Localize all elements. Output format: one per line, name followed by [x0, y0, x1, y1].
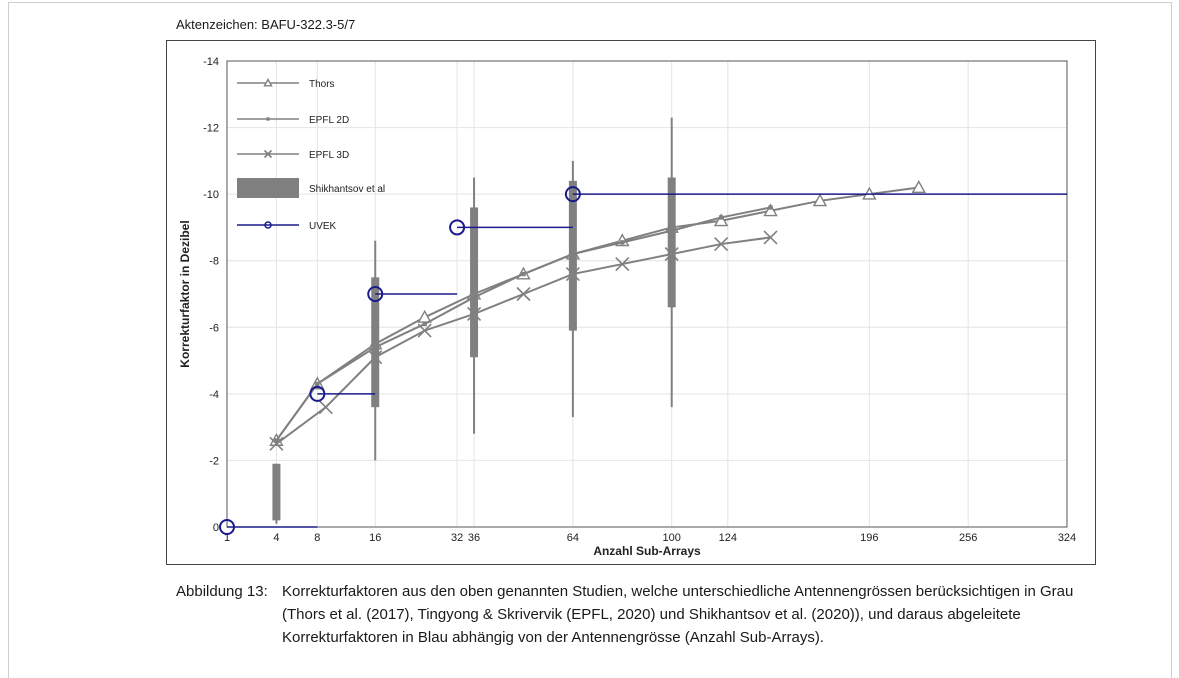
epfl-2d-line: [275, 206, 771, 442]
shikhantsov-et-al-box: [371, 277, 380, 408]
x-tick-label: 1: [224, 532, 230, 544]
epfl-2d-point: [718, 215, 724, 220]
epfl-3d-point: [763, 230, 778, 245]
x-tick-label: 256: [959, 532, 977, 544]
shikhantsov-et-al-box: [470, 207, 479, 358]
uvek-point: [367, 286, 384, 302]
shikhantsov-et-al-box: [272, 463, 281, 521]
epfl-3d-point: [318, 400, 333, 415]
epfl-2d-point: [422, 321, 427, 327]
thors-point: [763, 203, 778, 217]
y-tick-label: -8: [209, 256, 219, 268]
y-tick-label: -12: [203, 123, 219, 135]
x-tick-label: 124: [719, 532, 737, 544]
legend-label-thors: Thors: [309, 79, 335, 90]
uvek-point: [564, 186, 581, 203]
epfl-3d-point: [615, 256, 630, 272]
uvek-point: [309, 385, 326, 402]
epfl-3d-point: [714, 237, 729, 252]
epfl-2d-point: [620, 240, 625, 245]
correction-factor-chart: 0 -2 -4 -6 -8 -10 -12 -14 1 4 8 16 32 36 64 100 124 196 25…: [178, 56, 1076, 558]
epfl-3d-point: [516, 286, 531, 302]
epfl-2d-point: [768, 205, 773, 210]
y-tick-label: -2: [209, 455, 219, 467]
legend-label-epfl-3d: EPFL 3D: [309, 150, 349, 161]
x-tick-label: 324: [1058, 532, 1076, 544]
document-reference: Aktenzeichen: BAFU-322.3-5/7: [176, 17, 356, 32]
chart-container: 0 -2 -4 -6 -8 -10 -12 -14 1 4 8 16 32 36 64 100 124 196 25…: [166, 40, 1096, 565]
legend-swatch-shikhantsov-et-al: [237, 178, 299, 198]
thors-point: [911, 180, 926, 193]
x-tick-label: 32: [451, 532, 463, 544]
legend-label-epfl-2d: EPFL 2D: [309, 115, 349, 126]
thors-point: [417, 309, 432, 323]
x-tick-label: 64: [567, 532, 579, 544]
thors-point: [812, 193, 828, 207]
shikhantsov-et-al-box: [667, 177, 676, 308]
legend-marker-thors: [263, 78, 273, 87]
uvek-point: [449, 219, 466, 236]
legend-marker-epfl-3d: [263, 149, 273, 159]
y-tick-label: -6: [209, 322, 219, 334]
y-axis-label: Korrekturfaktor in Dezibel: [178, 220, 192, 367]
epfl-2d-point: [315, 381, 320, 387]
caption-text: Korrekturfaktoren aus den oben genannten…: [282, 583, 1074, 646]
legend-label-uvek: UVEK: [309, 221, 337, 232]
y-tick-label: -14: [203, 56, 219, 68]
x-tick-label: 196: [860, 532, 878, 544]
legend-marker-uvek: [264, 221, 272, 229]
x-tick-label: 4: [273, 532, 279, 544]
y-tick-label: -4: [209, 389, 219, 401]
x-tick-label: 36: [468, 532, 480, 544]
legend-label-shikhantsov-et-al: Shikhantsov et al: [309, 184, 385, 195]
caption-label: Abbildung 13:: [176, 583, 268, 600]
y-tick-label: 0: [213, 522, 219, 534]
y-tick-label: -10: [203, 189, 219, 201]
x-axis-label: Anzahl Sub-Arrays: [593, 544, 701, 558]
uvek-point: [219, 519, 235, 535]
thors-point: [713, 213, 729, 227]
epfl-2d-point: [274, 438, 279, 443]
plot-frame: [226, 60, 1068, 528]
epfl-2d-point: [521, 271, 526, 277]
epfl-3d-point: [269, 436, 284, 451]
legend-marker-epfl-2d: [266, 117, 270, 121]
x-tick-label: 100: [663, 532, 681, 544]
page-frame: [8, 2, 1172, 678]
epfl-3d-point: [417, 323, 432, 338]
x-tick-label: 16: [369, 532, 381, 544]
x-tick-label: 8: [314, 532, 320, 544]
shikhantsov-et-al-box: [568, 180, 577, 331]
